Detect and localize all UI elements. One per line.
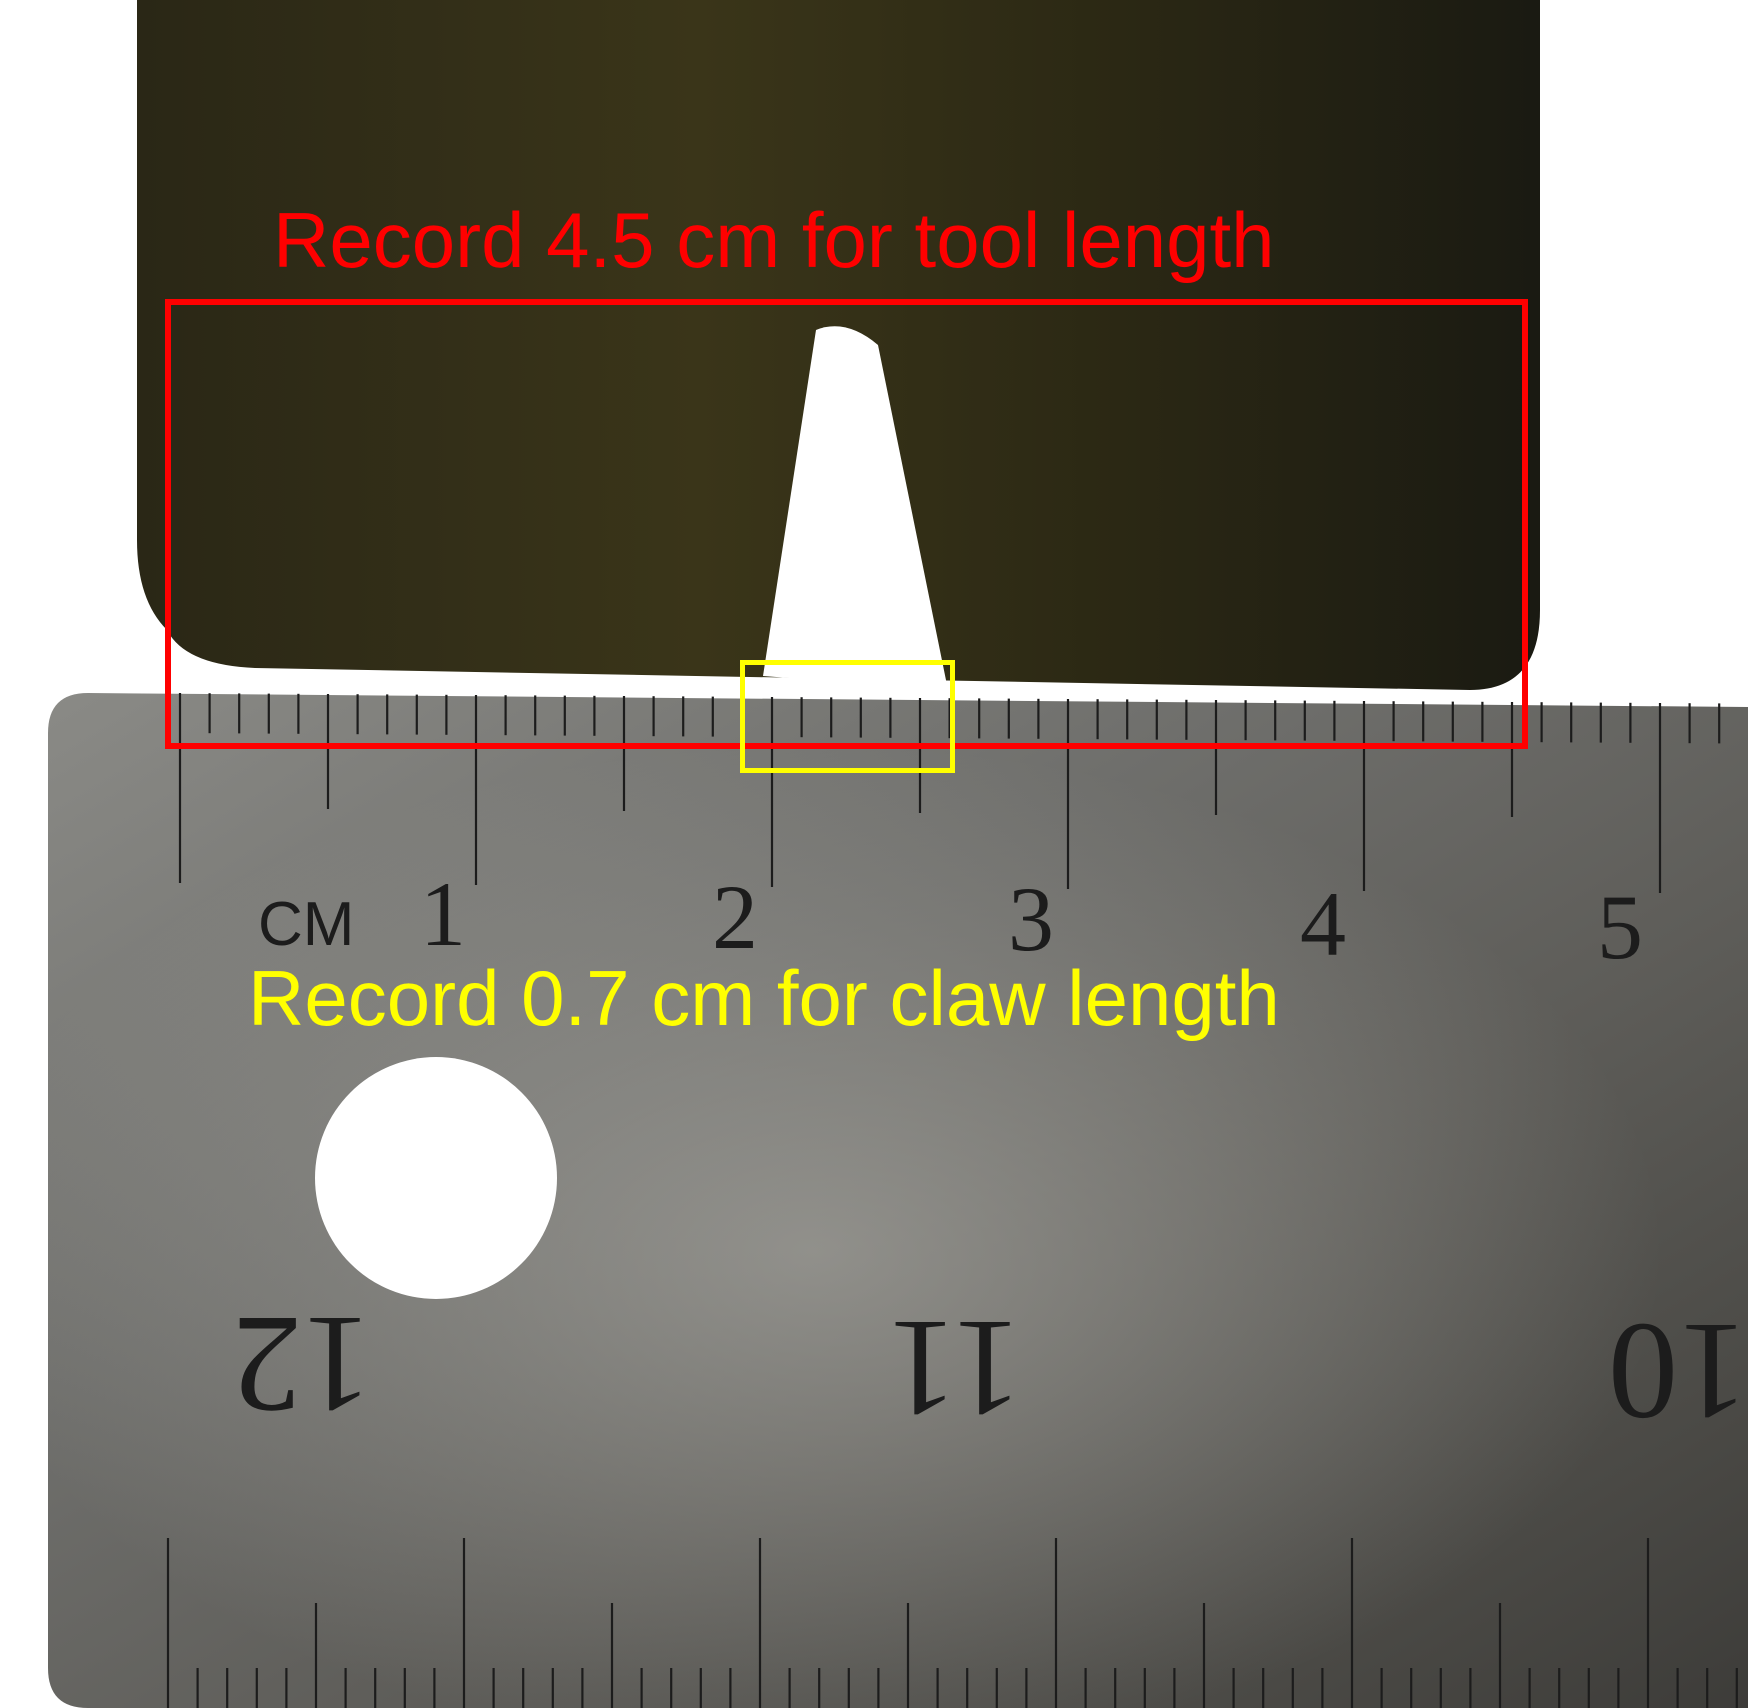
ruler-unit-label: CM [258,890,354,959]
tool [137,0,1540,690]
ruler-number-1: 1 [420,863,466,965]
ruler-shine [48,693,1748,1708]
ruler: CM 1 2 3 4 5 12 11 10 [48,693,1748,1708]
tool-length-annotation: Record 4.5 cm for tool length [273,196,1275,284]
ruler-number-4: 4 [1300,873,1346,975]
ruler-number-10: 10 [1608,1294,1748,1449]
ruler-number-2: 2 [712,866,758,968]
ruler-number-11: 11 [887,1291,1022,1446]
tool-length-highlight-box [165,299,1528,749]
ruler-number-5: 5 [1597,876,1643,978]
claw-length-highlight-box [740,660,955,773]
ruler-bottom-ticks [166,1538,1738,1708]
tool-notch [763,326,948,690]
ruler-hanging-hole [315,1057,557,1299]
ruler-number-12: 12 [232,1287,372,1442]
claw-length-annotation: Record 0.7 cm for claw length [248,954,1280,1042]
ruler-top-ticks [178,693,1721,893]
ruler-number-3: 3 [1008,868,1054,970]
